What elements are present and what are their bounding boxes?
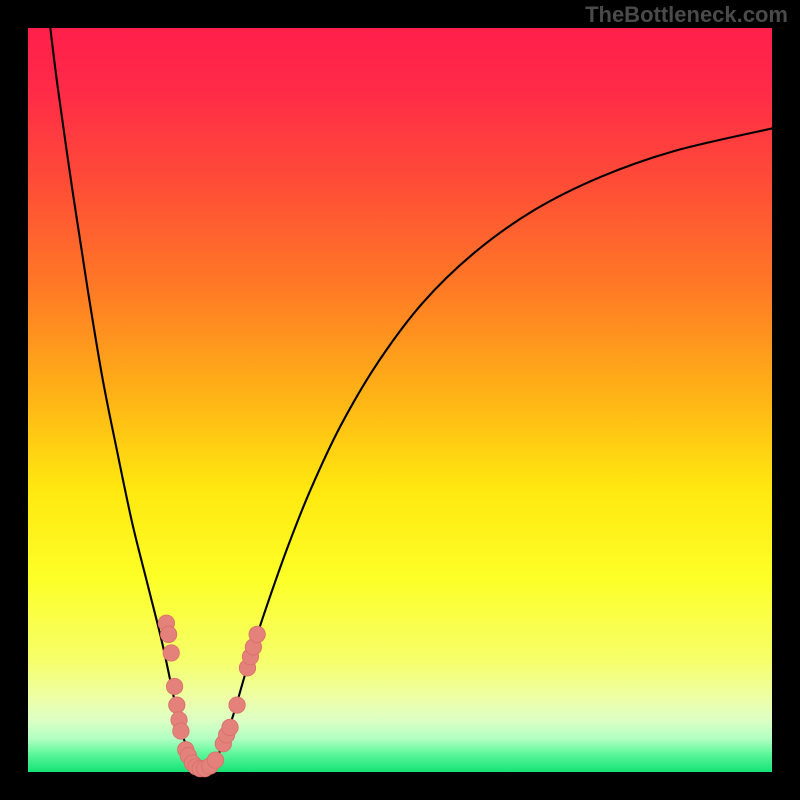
data-marker — [222, 719, 238, 735]
data-marker — [160, 626, 176, 642]
data-marker — [249, 626, 265, 642]
chart-container: TheBottleneck.com — [0, 0, 800, 800]
data-marker — [166, 678, 182, 694]
watermark-text: TheBottleneck.com — [585, 2, 788, 28]
data-marker — [163, 645, 179, 661]
bottleneck-chart — [0, 0, 800, 800]
data-marker — [229, 697, 245, 713]
data-marker — [169, 697, 185, 713]
data-marker — [173, 723, 189, 739]
data-marker — [207, 752, 223, 768]
